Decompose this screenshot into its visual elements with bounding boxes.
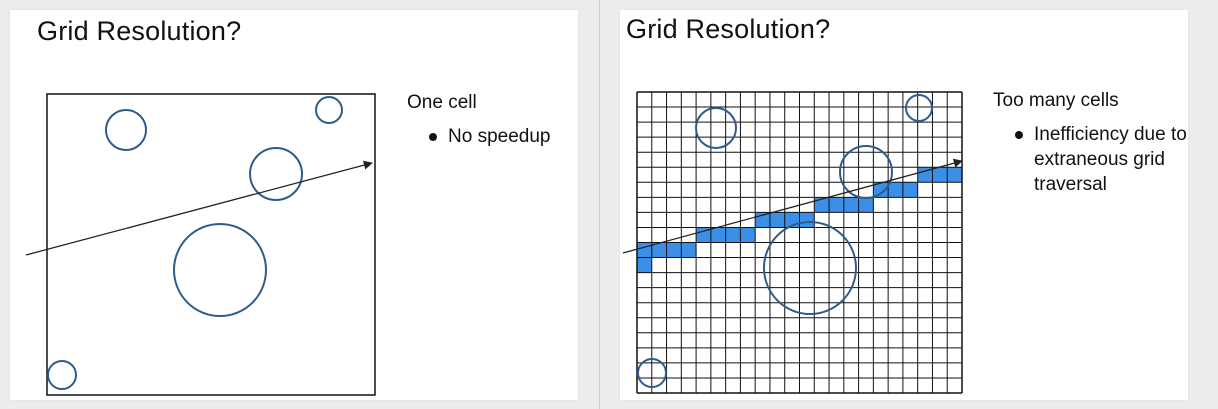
scene-circle	[637, 358, 667, 388]
traversed-cell	[725, 227, 741, 243]
bullet-dot-icon	[1015, 131, 1023, 139]
traversed-cell	[932, 167, 948, 183]
traversed-cell	[814, 197, 830, 213]
single-grid-cell	[46, 93, 376, 396]
one-cell-diagram	[25, 93, 376, 396]
slide-divider	[599, 0, 600, 409]
traversed-cell	[769, 212, 785, 228]
traversed-cell	[710, 227, 726, 243]
caption: One cell No speedup	[407, 90, 608, 149]
traversed-cell	[947, 167, 962, 183]
slide-title: Grid Resolution?	[37, 16, 242, 46]
traversed-cell	[888, 182, 903, 198]
traversed-cell	[637, 257, 652, 273]
bullet-text: No speedup	[448, 126, 551, 147]
scene-circle	[47, 360, 77, 390]
traversed-cell	[858, 197, 874, 213]
traversed-cell	[637, 242, 652, 258]
slide-one-cell: Grid Resolution? One cell No speedup	[10, 10, 578, 400]
ray-arrow	[622, 158, 963, 254]
scene-circle	[173, 223, 267, 317]
bullet-text: Inefficiency due to extraneous grid trav…	[1034, 124, 1187, 195]
scene-circle	[315, 96, 343, 124]
traversed-cell	[696, 227, 711, 243]
scene-circle	[763, 221, 857, 315]
traversed-cell	[873, 182, 889, 198]
slide-too-many-cells: Grid Resolution? Too many cells Ineffici…	[620, 10, 1188, 400]
caption-heading: One cell	[407, 92, 477, 113]
traversed-cell	[799, 212, 815, 228]
traversed-cell	[740, 227, 756, 243]
scene-circle	[249, 147, 303, 201]
bullet-dot-icon	[429, 133, 437, 141]
traversed-cell	[843, 197, 859, 213]
traversed-cell	[829, 197, 844, 213]
bullet-item: Inefficiency due to extraneous grid trav…	[993, 122, 1194, 197]
grid-lines	[636, 91, 963, 394]
caption: Too many cells Inefficiency due to extra…	[993, 88, 1194, 197]
traversed-cells	[637, 167, 962, 273]
traversed-cell	[902, 182, 918, 198]
scene-circle	[695, 107, 737, 149]
scene-circle	[105, 109, 147, 151]
ray-arrow	[25, 160, 373, 256]
caption-heading: Too many cells	[993, 90, 1119, 111]
traversed-cell	[651, 242, 667, 258]
scene-circle	[905, 94, 933, 122]
traversed-cell	[917, 167, 933, 183]
slide-title: Grid Resolution?	[626, 14, 831, 44]
traversed-cell	[666, 242, 682, 258]
bullet-item: No speedup	[407, 124, 608, 149]
fine-grid-diagram	[622, 91, 963, 394]
scene-circle	[839, 145, 893, 199]
traversed-cell	[681, 242, 697, 258]
